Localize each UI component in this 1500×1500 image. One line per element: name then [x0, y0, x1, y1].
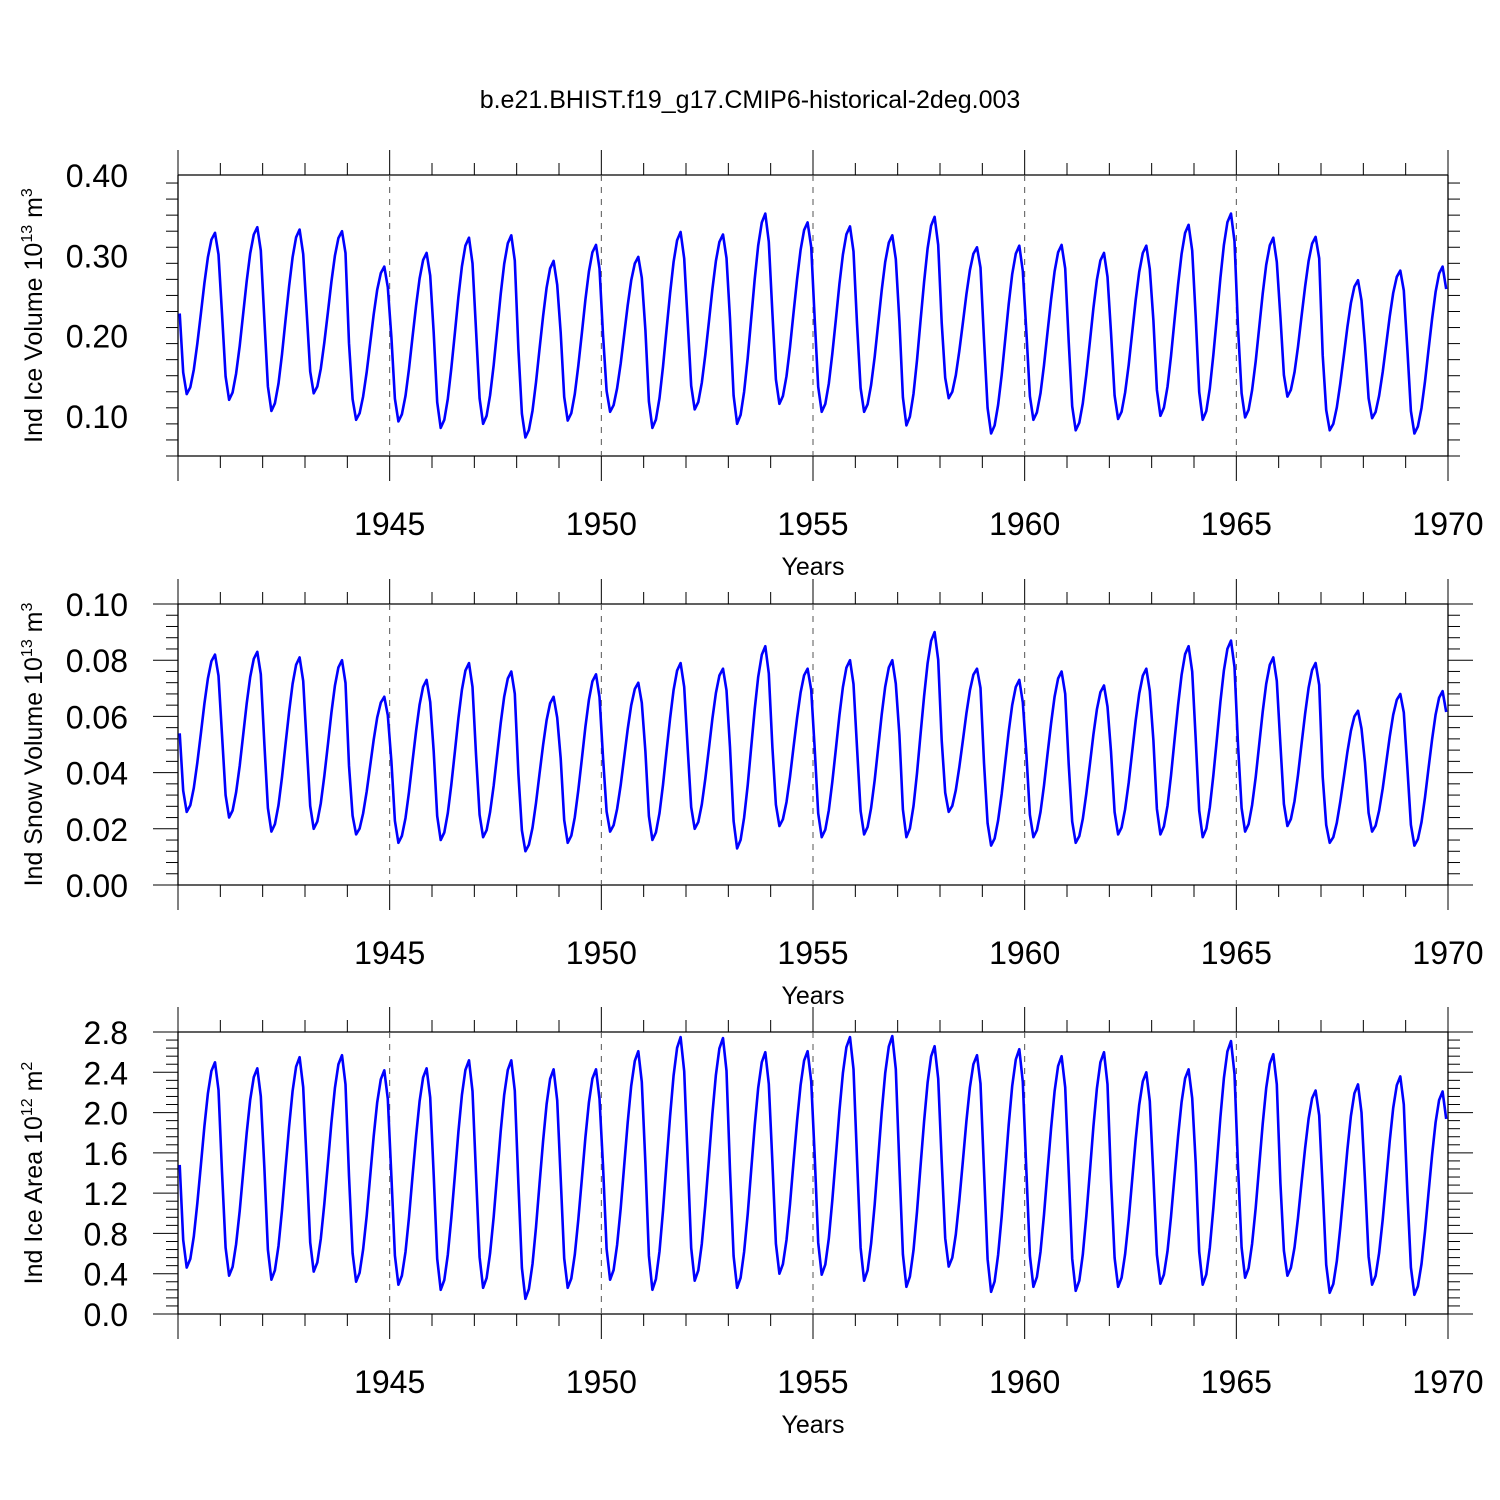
y-tick-label: 0.02 [66, 812, 128, 848]
x-tick-label: 1945 [354, 1364, 425, 1400]
chart-title: b.e21.BHIST.f19_g17.CMIP6-historical-2de… [479, 86, 1021, 114]
x-tick-label: 1945 [354, 506, 425, 542]
x-tick-label: 1945 [354, 935, 425, 971]
y-axis-label: Ind Ice Area 1012 m2 [19, 1062, 48, 1285]
y-tick-label: 0.20 [66, 319, 128, 355]
y-tick-label: 0.8 [84, 1216, 128, 1252]
x-tick-label: 1960 [989, 935, 1060, 971]
x-tick-label: 1965 [1201, 506, 1272, 542]
y-axis-label: Ind Ice Volume 1013 m3 [19, 188, 48, 443]
y-tick-label: 0.10 [66, 587, 128, 623]
series-line [178, 630, 1448, 853]
y-tick-label: 0.0 [84, 1297, 128, 1333]
x-tick-label: 1955 [777, 935, 848, 971]
y-tick-label: 2.0 [84, 1096, 128, 1132]
y-tick-label: 0.00 [66, 868, 128, 904]
y-tick-label: 1.6 [84, 1136, 128, 1172]
y-tick-label: 0.4 [84, 1257, 128, 1293]
x-tick-label: 1970 [1412, 506, 1483, 542]
x-axis-label: Years [781, 982, 844, 1010]
x-tick-label: 1950 [566, 1364, 637, 1400]
y-tick-label: 2.8 [84, 1015, 128, 1051]
panel-ice-area: 0.0 0.4 0.8 1.2 1.6 2.0 2.4 2.8 1945 1950 1955 1960… [19, 1007, 1484, 1439]
panel-snow-volume: 0.00 0.02 0.04 0.06 0.08 0.10 1945 1950 1955 1960… [19, 579, 1484, 1010]
x-tick-label: 1960 [989, 506, 1060, 542]
y-tick-label: 2.4 [84, 1055, 128, 1091]
x-tick-label: 1970 [1412, 1364, 1483, 1400]
x-tick-label: 1970 [1412, 935, 1483, 971]
y-tick-label: 0.08 [66, 643, 128, 679]
x-tick-label: 1965 [1201, 935, 1272, 971]
x-tick-label: 1950 [566, 506, 637, 542]
x-axis-label: Years [781, 553, 844, 581]
series-line [178, 212, 1448, 439]
x-tick-label: 1950 [566, 935, 637, 971]
series-line [178, 1034, 1448, 1301]
y-tick-label: 0.06 [66, 699, 128, 735]
y-axis-label: Ind Snow Volume 1013 m3 [19, 603, 48, 887]
x-tick-label: 1955 [777, 506, 848, 542]
x-tick-label: 1955 [777, 1364, 848, 1400]
y-tick-label: 0.04 [66, 756, 128, 792]
y-tick-label: 1.2 [84, 1176, 128, 1212]
y-tick-label: 0.10 [66, 399, 128, 435]
y-tick-label: 0.40 [66, 158, 128, 194]
panel-ice-volume: 0.10 0.20 0.30 0.40 1945 1950 1955 1960 1965 1970… [19, 150, 1484, 581]
x-tick-label: 1965 [1201, 1364, 1272, 1400]
y-tick-label: 0.30 [66, 238, 128, 274]
x-tick-label: 1960 [989, 1364, 1060, 1400]
x-axis-label: Years [781, 1411, 844, 1439]
